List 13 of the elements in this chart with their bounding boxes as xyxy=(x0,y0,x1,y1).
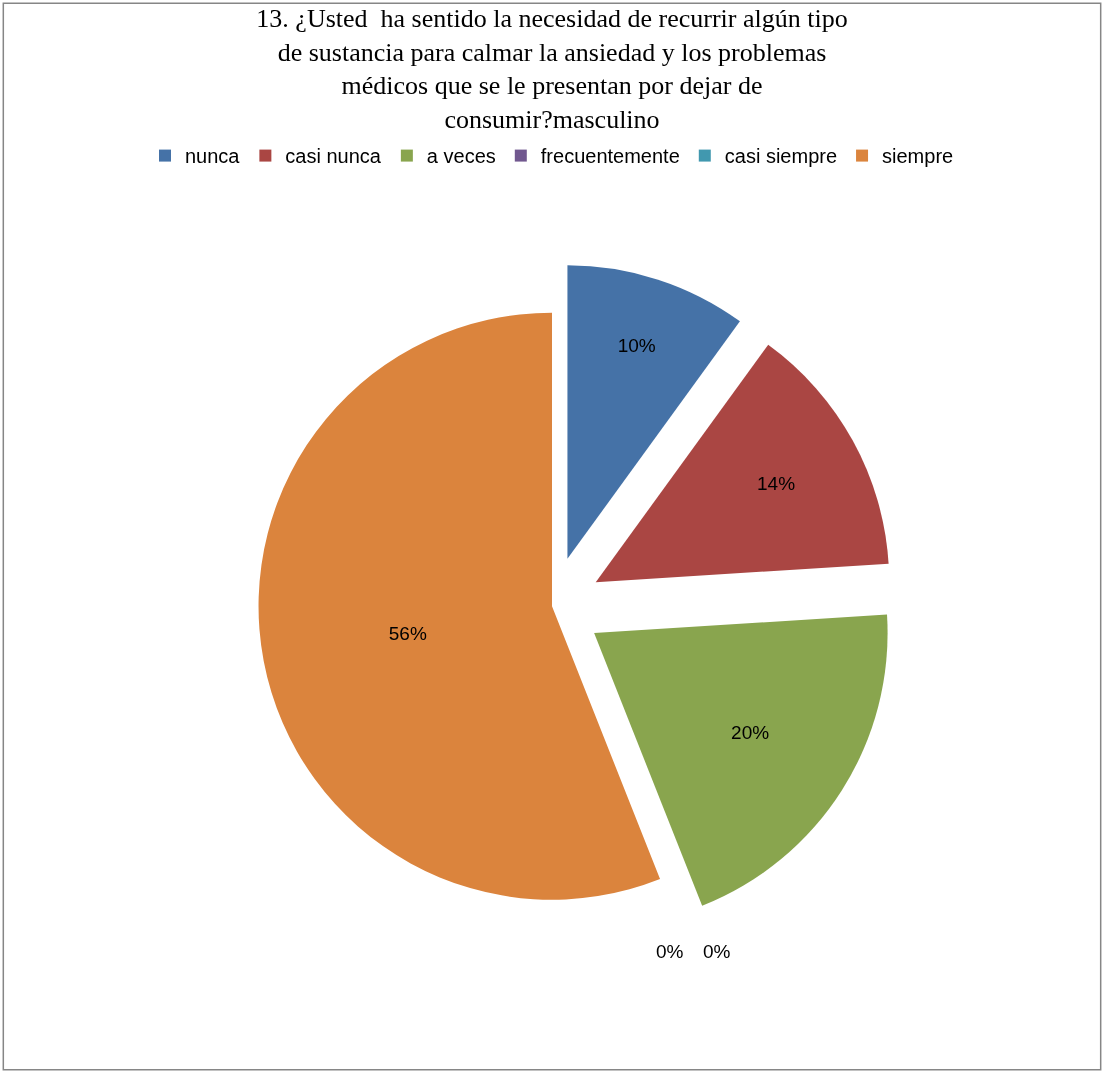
data-label: 20% xyxy=(731,721,770,743)
data-label: 56% xyxy=(388,623,427,645)
legend-label: siempre xyxy=(882,145,954,168)
legend-label: a veces xyxy=(426,145,496,168)
legend-label: casi nunca xyxy=(285,145,382,168)
legend-label: nunca xyxy=(185,145,241,168)
chart-title: 13. ¿Usted ha sentido la necesidad de recurrir algún tipo de sustancia para calmar la ansiedad y los problemas médicos que se le presentan por dejar de consumir?masculino xyxy=(256,3,848,135)
data-label: 10% xyxy=(617,335,656,357)
data-label: 14% xyxy=(757,472,796,494)
text: 0% xyxy=(656,941,684,962)
text: 0% xyxy=(703,941,731,962)
legend-label: casi siempre xyxy=(724,145,838,168)
legend-label: frecuentemente xyxy=(540,145,680,168)
